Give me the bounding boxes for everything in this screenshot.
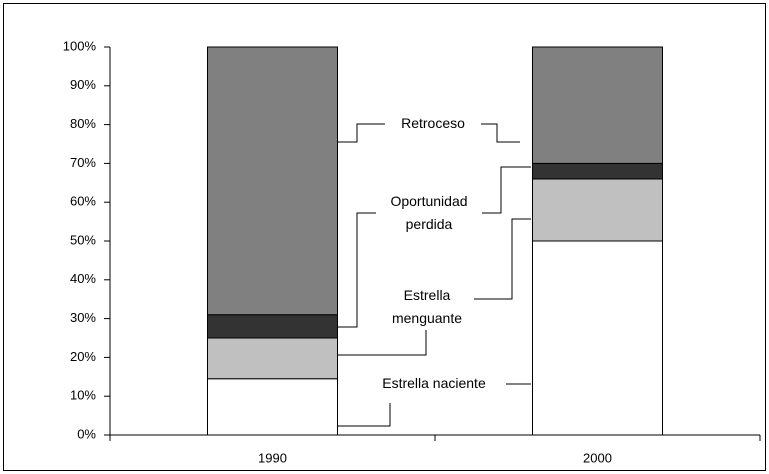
bar-segment [207,337,338,380]
x-tick-label: 1990 [258,450,287,465]
bar-segment [532,178,663,242]
leader-line [337,403,391,427]
y-tick-label: 10% [70,388,96,403]
leader-line [337,212,380,328]
y-tick-label: 0% [77,426,96,441]
y-tick-label: 20% [70,349,96,364]
y-tick-label: 80% [70,116,96,131]
series-label: Oportunidad perdida [376,190,482,236]
y-tick-label: 40% [70,271,96,286]
y-tick-label: 30% [70,310,96,325]
bar-segment [207,314,338,339]
bar-segment [207,378,338,436]
y-tick-label: 90% [70,77,96,92]
bar-segment [532,162,663,180]
y-tick-label: 60% [70,194,96,209]
series-label: Estrella naciente [362,372,506,395]
y-tick-label: 50% [70,232,96,247]
y-tick-label: 70% [70,155,96,170]
leader-line [337,123,385,143]
leader-line [337,330,427,356]
leader-line [480,123,520,143]
leader-line [478,166,531,214]
bar-segment [207,46,338,316]
leader-lines [337,123,531,427]
y-tick-label: 100% [63,38,97,53]
series-label: Retroceso [385,112,481,135]
series-label: Estrella menguante [380,284,474,330]
bar-segment [532,46,663,164]
bar-segment [532,240,663,436]
x-tick-label: 2000 [583,450,612,465]
leader-line [470,218,531,300]
